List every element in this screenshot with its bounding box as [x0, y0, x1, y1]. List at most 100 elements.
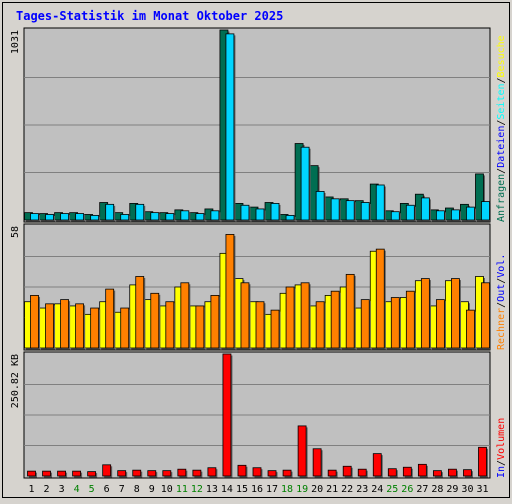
bar-middle-rechner-day-28 [435, 299, 445, 349]
bar-middle-rechner-day-15 [240, 282, 250, 349]
bar-top-dateien-day-4 [75, 213, 85, 221]
x-tick-label-day-10: 10 [161, 484, 173, 495]
legend-entry: / [496, 460, 507, 466]
outer-frame [2, 2, 510, 498]
bar-bottom-volumen-day-2 [42, 470, 51, 477]
legend-entry: / [496, 77, 507, 83]
panel-bottom-legend: In/Volumen [496, 418, 507, 478]
bar-top-dateien-day-16 [255, 208, 265, 221]
legend-entry: Out [496, 284, 507, 302]
x-tick-label-day-5: 5 [89, 484, 95, 495]
x-tick-label-day-22: 22 [341, 484, 353, 495]
x-tick-label-day-11: 11 [176, 484, 188, 495]
legend-entry: Dateien [496, 126, 507, 168]
bar-middle-rechner-day-7 [120, 307, 130, 349]
x-tick-label-day-20: 20 [311, 484, 323, 495]
bar-bottom-volumen-day-1 [27, 470, 36, 477]
bar-middle-rechner-day-31 [481, 282, 490, 349]
x-tick-label-day-8: 8 [134, 484, 140, 495]
bar-top-dateien-day-18 [285, 214, 295, 221]
x-tick-label-day-21: 21 [326, 484, 338, 495]
bar-top-dateien-day-20 [315, 191, 325, 221]
legend-entry: Volumen [496, 418, 507, 460]
bar-bottom-volumen-day-15 [237, 464, 247, 477]
bar-middle-rechner-day-18 [285, 286, 295, 349]
x-tick-label-day-24: 24 [371, 484, 383, 495]
bar-bottom-volumen-day-27 [417, 463, 427, 477]
bar-top-dateien-day-24 [375, 184, 385, 221]
bar-bottom-volumen-day-9 [147, 470, 157, 477]
bar-middle-rechner-day-5 [90, 307, 100, 349]
bar-top-dateien-day-13 [210, 210, 220, 221]
bar-middle-rechner-day-29 [451, 278, 460, 349]
bar-top-dateien-day-17 [270, 203, 280, 221]
bar-middle-rechner-day-26 [405, 290, 415, 349]
legend-entry: Vol. [496, 254, 507, 278]
bar-bottom-volumen-day-23 [357, 468, 367, 477]
x-tick-label-day-6: 6 [104, 484, 110, 495]
bar-bottom-volumen-day-22 [342, 465, 352, 477]
legend-entry: / [496, 302, 507, 308]
legend-entry: Besuche [496, 35, 507, 77]
bar-middle-rechner-day-13 [210, 295, 220, 349]
bar-bottom-volumen-day-28 [432, 470, 442, 477]
bar-top-dateien-day-8 [135, 203, 145, 221]
bar-bottom-volumen-day-10 [162, 470, 172, 477]
bar-top-dateien-day-23 [360, 202, 370, 221]
bar-bottom-volumen-day-24 [372, 453, 382, 477]
bar-bottom-volumen-day-12 [192, 469, 202, 477]
bar-top-dateien-day-27 [420, 197, 430, 221]
x-tick-label-day-26: 26 [401, 484, 413, 495]
x-tick-label-day-29: 29 [446, 484, 458, 495]
bar-bottom-volumen-day-8 [132, 469, 142, 477]
bar-bottom-volumen-day-11 [177, 468, 187, 477]
bar-bottom-volumen-day-4 [72, 470, 82, 477]
bar-bottom-volumen-day-7 [117, 470, 127, 477]
legend-entry: / [496, 168, 507, 174]
bar-bottom-volumen-day-14 [222, 353, 232, 477]
bar-top-dateien-day-9 [150, 212, 160, 221]
bar-bottom-volumen-day-18 [282, 469, 292, 477]
bar-top-dateien-day-29 [451, 209, 460, 221]
bar-bottom-volumen-day-26 [402, 466, 412, 477]
bar-top-dateien-day-3 [60, 213, 69, 221]
bar-top-dateien-day-5 [90, 214, 100, 221]
bar-middle-rechner-day-2 [45, 303, 54, 349]
bar-middle-rechner-day-19 [300, 282, 310, 349]
x-tick-label-day-16: 16 [251, 484, 263, 495]
bar-bottom-volumen-day-30 [463, 469, 472, 477]
panel-top-ymax-label: 1031 [10, 30, 21, 54]
x-tick-label-day-15: 15 [236, 484, 248, 495]
x-tick-label-day-28: 28 [431, 484, 443, 495]
legend-entry: / [496, 278, 507, 284]
bar-middle-rechner-day-11 [180, 282, 190, 349]
legend-entry: Anfragen [496, 174, 507, 222]
bar-bottom-volumen-day-17 [267, 470, 277, 477]
chart-title: Tages-Statistik im Monat Oktober 2025 [16, 9, 283, 23]
bar-top-dateien-day-31 [481, 201, 490, 221]
bar-top-dateien-day-10 [165, 213, 175, 221]
bar-middle-rechner-day-17 [270, 309, 280, 349]
bar-bottom-volumen-day-21 [327, 469, 337, 477]
x-tick-label-day-1: 1 [29, 484, 35, 495]
panel-middle-legend: Rechner/Out/Vol. [496, 254, 507, 350]
bar-top-dateien-day-19 [300, 146, 310, 221]
bar-top-dateien-day-22 [345, 200, 355, 221]
x-tick-label-day-14: 14 [221, 484, 233, 495]
bar-bottom-volumen-day-31 [478, 446, 487, 477]
bar-middle-rechner-day-21 [330, 290, 340, 349]
x-tick-label-day-17: 17 [266, 484, 278, 495]
bar-bottom-volumen-day-6 [102, 464, 112, 477]
bar-bottom-volumen-day-16 [252, 467, 262, 477]
bar-middle-rechner-day-12 [195, 305, 205, 349]
bar-top-dateien-day-21 [330, 198, 340, 221]
panel-top-legend: Anfragen/Dateien/Seiten/Besuche [496, 35, 507, 222]
x-tick-label-day-12: 12 [191, 484, 203, 495]
bar-middle-rechner-day-16 [255, 301, 265, 349]
bar-middle-rechner-day-1 [30, 295, 39, 349]
x-tick-label-day-3: 3 [59, 484, 65, 495]
bar-middle-rechner-day-30 [466, 309, 475, 349]
bar-middle-rechner-day-3 [60, 299, 69, 349]
bar-top-dateien-day-12 [195, 213, 205, 221]
legend-entry: In [496, 466, 507, 478]
